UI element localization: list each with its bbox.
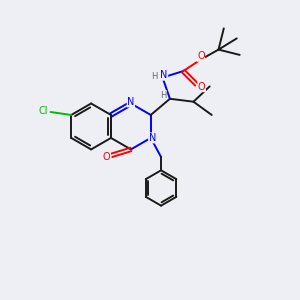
Text: Cl: Cl (38, 106, 48, 116)
Text: O: O (198, 82, 206, 92)
Text: N: N (160, 70, 168, 80)
Text: O: O (197, 51, 205, 62)
Text: H: H (151, 72, 158, 81)
Text: H: H (160, 91, 167, 100)
Text: N: N (127, 97, 135, 107)
Text: O: O (103, 152, 110, 162)
Text: N: N (148, 133, 156, 143)
